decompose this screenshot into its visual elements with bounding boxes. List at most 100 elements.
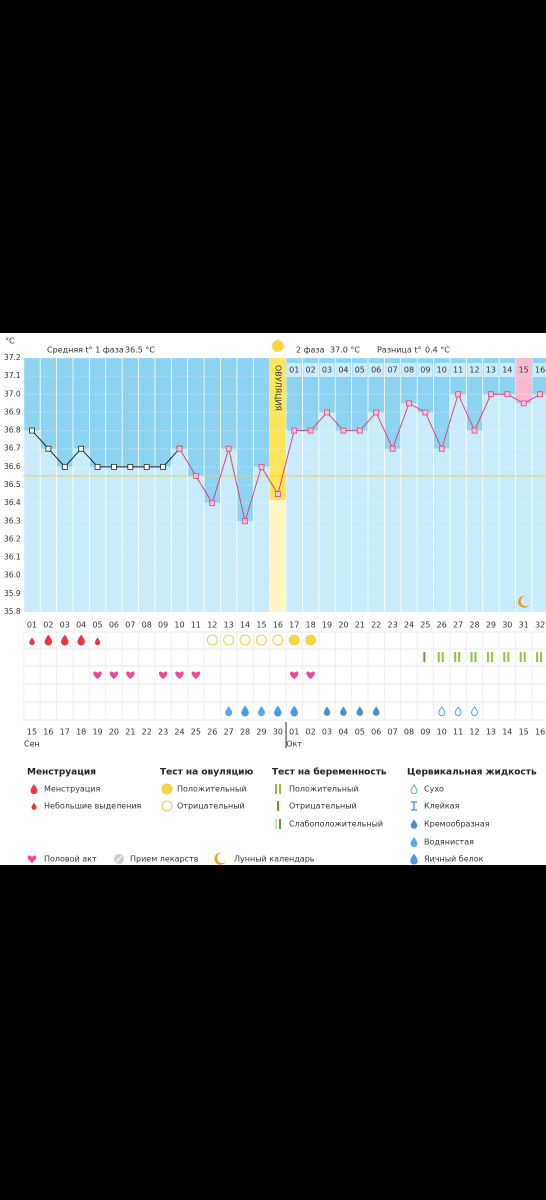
- temp-point: [373, 409, 380, 416]
- phase1-label: Средняя t° 1 фаза: [47, 346, 124, 355]
- day-label: 25: [420, 621, 430, 630]
- egg-white: [241, 705, 249, 717]
- temp-point: [274, 491, 281, 497]
- ovulation-negative: [255, 634, 267, 646]
- test-bar: [519, 652, 522, 662]
- day-label: 16: [273, 621, 283, 630]
- phase2-date: 16: [535, 366, 545, 375]
- temp-point: [143, 463, 150, 470]
- temp-point: [455, 391, 462, 398]
- day-label: 24: [404, 621, 414, 630]
- temp-bar: [72, 358, 90, 449]
- legend-icon: [27, 855, 37, 863]
- date-label: 22: [142, 728, 152, 737]
- date-label: 01: [289, 728, 299, 737]
- legend-icon: [275, 819, 281, 829]
- unit: °C: [5, 337, 15, 346]
- temp-bar: [154, 358, 172, 467]
- creamy: [340, 706, 347, 716]
- pregnancy-positive: [536, 652, 543, 662]
- date-cell: [336, 363, 351, 377]
- day-label: 31: [519, 621, 529, 630]
- legend-item: Отрицательный: [177, 802, 245, 811]
- day-label: 19: [322, 621, 332, 630]
- date-label: 13: [486, 728, 496, 737]
- day-label: 18: [306, 621, 316, 630]
- temp-bar: [433, 358, 450, 449]
- legend-title: Менструация: [27, 768, 96, 778]
- temp-point: [61, 463, 68, 470]
- temp-point: [225, 445, 232, 452]
- legend-item: Кремообразная: [424, 820, 490, 829]
- test-bar: [277, 801, 279, 811]
- test-bar: [523, 652, 526, 662]
- date-label: 02: [306, 728, 316, 737]
- diff-label: Разница t°: [377, 346, 421, 355]
- ovulation-negative: [223, 634, 235, 646]
- day-label: 17: [289, 621, 299, 630]
- test-bar: [490, 652, 493, 662]
- test-bar: [536, 652, 539, 662]
- day-label: 23: [387, 621, 397, 630]
- temp-point: [422, 409, 429, 416]
- temp-bar: [122, 358, 139, 467]
- y-tick-label: 36.3: [4, 516, 21, 525]
- intercourse: [191, 671, 201, 679]
- ovulation-label: ОВУЛЯЦИЯ: [273, 365, 282, 411]
- intercourse: [126, 671, 135, 679]
- temp-bar: [187, 358, 205, 476]
- temp-point: [520, 400, 527, 407]
- date-label: 15: [519, 728, 529, 737]
- day-label: 11: [191, 621, 201, 630]
- date-cell: [467, 363, 482, 377]
- moon: [518, 595, 530, 608]
- legend-item: Половой акт: [44, 855, 97, 864]
- date-label: 15: [27, 728, 37, 737]
- test-bar: [275, 819, 277, 829]
- test-bar: [474, 652, 477, 662]
- date-cell: [500, 363, 515, 377]
- intercourse: [290, 671, 299, 679]
- pregnancy-positive: [519, 652, 526, 662]
- date-label: 18: [76, 728, 86, 737]
- date-label: 16: [43, 728, 53, 737]
- date-label: 26: [207, 728, 217, 737]
- date-label: 20: [109, 728, 119, 737]
- test-bar: [454, 652, 457, 662]
- legend-icon: [411, 801, 417, 811]
- legend-item: Менструация: [44, 785, 100, 794]
- phase2-date: 06: [371, 366, 381, 375]
- temp-point: [45, 445, 52, 452]
- ovulation-icon: [271, 340, 284, 352]
- menstruation: [77, 634, 85, 646]
- day-label: 32: [535, 621, 545, 630]
- temp-bar: [236, 358, 254, 522]
- temp-point: [504, 391, 511, 398]
- day-label: 12: [207, 621, 217, 630]
- y-tick-label: 37.0: [4, 389, 21, 398]
- phase2-date: 07: [387, 366, 397, 375]
- month-label: Сен: [24, 740, 40, 749]
- temp-point: [340, 427, 347, 434]
- day-label: 20: [338, 621, 348, 630]
- day-label: 29: [486, 621, 496, 630]
- temp-point: [307, 427, 314, 434]
- date-cell: [532, 363, 546, 377]
- legend-item: Слабоположительный: [289, 820, 383, 829]
- y-tick-label: 36.7: [4, 444, 21, 453]
- test-bar: [423, 652, 426, 662]
- pregnancy-positive: [470, 652, 477, 662]
- legend-title: Цервикальная жидкость: [407, 768, 537, 778]
- temp-bar: [220, 358, 237, 449]
- temp-bar: [253, 358, 270, 467]
- test-bar: [540, 652, 543, 662]
- date-label: 25: [191, 728, 201, 737]
- day-label: 07: [125, 621, 135, 630]
- y-tick-label: 35.9: [4, 589, 21, 598]
- date-cell: [385, 363, 400, 377]
- day-label: 21: [355, 621, 365, 630]
- phase2-date: 04: [338, 366, 348, 375]
- date-cell: [368, 363, 384, 377]
- date-label: 09: [420, 728, 430, 737]
